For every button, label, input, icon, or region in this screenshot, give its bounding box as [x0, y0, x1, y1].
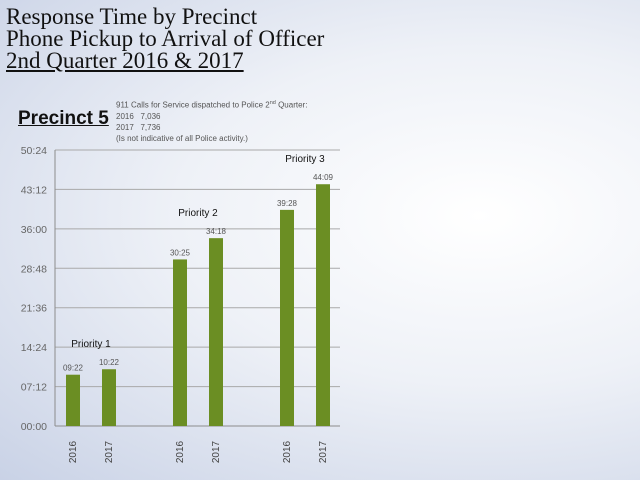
note-disclaimer: (Is not indicative of all Police activit…	[116, 133, 248, 143]
note-count-2016: 7,036	[140, 111, 161, 121]
bar	[66, 374, 80, 426]
note-count-2017: 7,736	[140, 122, 161, 132]
bar-value-label: 30:25	[170, 248, 191, 257]
y-tick-label: 21:36	[21, 303, 47, 315]
x-tick-label: 2017	[211, 440, 222, 463]
slide-title: Response Time by Precinct Phone Pickup t…	[6, 4, 325, 73]
y-tick-label: 07:12	[21, 382, 47, 394]
note-year-2017: 2017	[116, 122, 134, 132]
y-tick-label: 14:24	[21, 342, 47, 354]
x-tick-label: 2017	[318, 440, 329, 463]
y-tick-label: 50:24	[21, 145, 47, 157]
calls-note: 911 Calls for Service dispatched to Poli…	[116, 98, 307, 144]
title-line-3: 2nd Quarter 2016 & 2017	[6, 48, 244, 73]
y-tick-label: 36:00	[21, 224, 47, 236]
title-line-1: Response Time by Precinct	[6, 4, 258, 29]
note-line-1-prefix: 911 Calls for Service dispatched to Poli…	[116, 100, 270, 110]
x-tick-label: 2016	[282, 440, 293, 463]
bar	[280, 209, 294, 426]
priority-group-label: Priority 1	[71, 339, 111, 350]
x-tick-label: 2016	[68, 440, 79, 463]
title-line-2: Phone Pickup to Arrival of Officer	[6, 26, 325, 51]
note-row-2017: 2017 7,736	[116, 122, 307, 133]
y-tick-label: 00:00	[21, 421, 47, 433]
bar-value-label: 09:22	[63, 364, 84, 373]
priority-group-label: Priority 3	[285, 154, 325, 165]
x-tick-label: 2016	[175, 440, 186, 463]
y-tick-label: 43:12	[21, 184, 47, 196]
note-line-1: 911 Calls for Service dispatched to Poli…	[116, 98, 307, 111]
bar-value-label: 34:18	[206, 227, 227, 236]
bar	[173, 259, 187, 426]
x-tick-label: 2017	[104, 440, 115, 463]
bar	[316, 184, 330, 426]
note-row-2016: 2016 7,036	[116, 111, 307, 122]
bar-value-label: 39:28	[277, 199, 298, 208]
priority-group-label: Priority 2	[178, 208, 218, 219]
note-year-2016: 2016	[116, 111, 134, 121]
precinct-label: Precinct 5	[18, 108, 109, 129]
bar-value-label: 10:22	[99, 358, 120, 367]
note-line-1-suffix: Quarter:	[275, 100, 308, 110]
bar-value-label: 44:09	[313, 173, 334, 182]
y-tick-label: 28:48	[21, 263, 47, 275]
note-line-1-sup: nd	[269, 100, 276, 106]
bar	[209, 238, 223, 426]
bar	[102, 369, 116, 426]
